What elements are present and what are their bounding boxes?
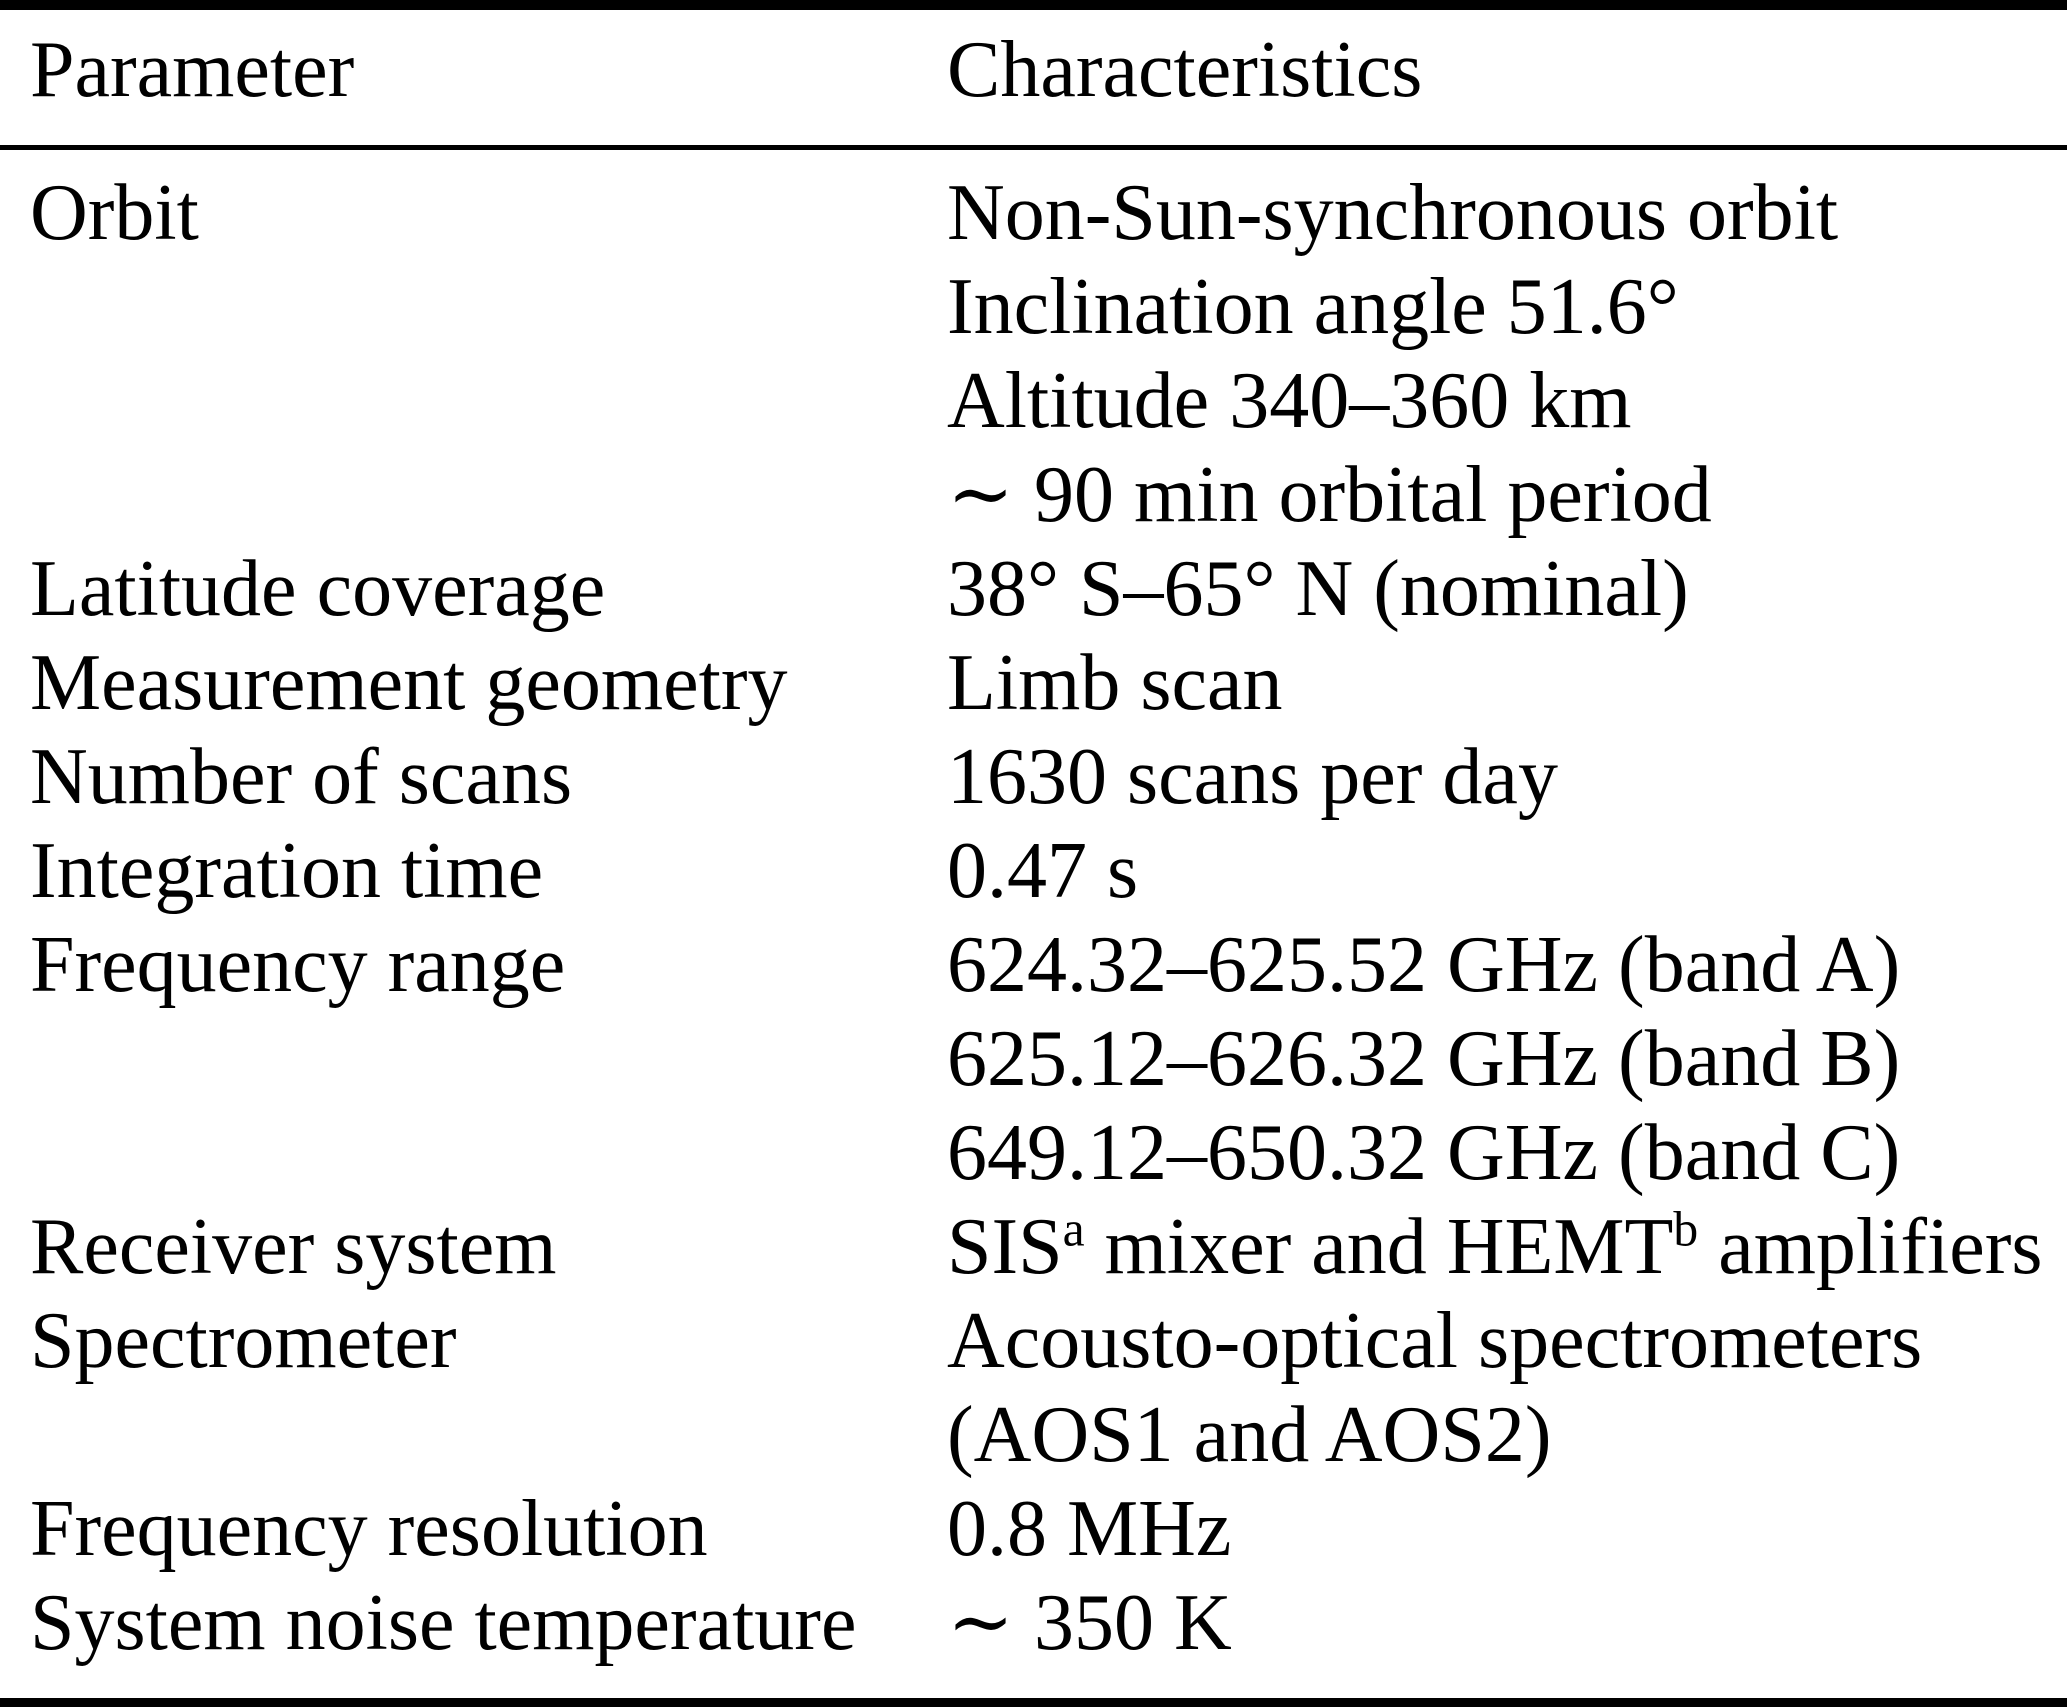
characteristic-line: 0.8 MHz: [947, 1485, 1232, 1573]
table-row: Measurement geometry Limb scan: [0, 636, 2067, 730]
table-row: Latitude coverage 38° S–65° N (nominal): [0, 542, 2067, 636]
parameter-cell: Frequency range: [30, 921, 566, 1009]
table-row: Integration time 0.47 s: [0, 824, 2067, 918]
parameter-cell: System noise temperature: [30, 1579, 857, 1667]
characteristic-line: Non-Sun-synchronous orbit: [947, 169, 1839, 257]
parameter-column-header: Parameter: [0, 5, 947, 150]
table-row: Frequency resolution 0.8 MHz: [0, 1482, 2067, 1576]
characteristic-line: (AOS1 and AOS2): [947, 1391, 1552, 1479]
characteristic-line: Altitude 340–360 km: [947, 357, 1632, 445]
footnote-marker: b: [1673, 1201, 1699, 1257]
characteristics-cell: 624.32–625.52 GHz (band A) 625.12–626.32 …: [947, 918, 2067, 1200]
characteristics-column-header: Characteristics: [947, 5, 2067, 150]
characteristics-cell: 1630 scans per day: [947, 730, 2067, 824]
characteristic-line: Acousto-optical spectrometers: [947, 1297, 1923, 1385]
characteristics-cell: Non-Sun-synchronous orbit Inclination ang…: [947, 148, 2067, 543]
table-row: Spectrometer Acousto-optical spectrometer…: [0, 1294, 2067, 1482]
table-row: Frequency range 624.32–625.52 GHz (band A…: [0, 918, 2067, 1200]
parameter-cell: Spectrometer: [30, 1297, 457, 1385]
characteristic-line: 1630 scans per day: [947, 733, 1558, 821]
characteristics-cell: 0.8 MHz: [947, 1482, 2067, 1576]
characteristics-cell: SISa mixer and HEMTb amplifiers: [947, 1200, 2067, 1294]
characteristic-line: 649.12–650.32 GHz (band C): [947, 1109, 1901, 1197]
table-body: Orbit Non-Sun-synchronous orbit Inclinatio…: [0, 148, 2067, 1703]
characteristic-line: Limb scan: [947, 639, 1283, 727]
parameter-cell: Latitude coverage: [30, 545, 606, 633]
table-header-row: Parameter Characteristics: [0, 5, 2067, 150]
characteristic-line: ∼ 350 K: [947, 1579, 1232, 1667]
characteristics-cell: ∼ 350 K: [947, 1576, 2067, 1703]
footnote-marker: a: [1062, 1201, 1085, 1257]
characteristic-line: SISa mixer and HEMTb amplifiers: [947, 1201, 2043, 1291]
parameter-cell: Integration time: [30, 827, 544, 915]
parameter-cell: Receiver system: [30, 1203, 557, 1291]
characteristic-line: Inclination angle 51.6°: [947, 263, 1679, 351]
parameter-cell: Number of scans: [30, 733, 573, 821]
parameter-cell: Measurement geometry: [30, 639, 788, 727]
characteristic-line: 625.12–626.32 GHz (band B): [947, 1015, 1901, 1103]
table-row: Number of scans 1630 scans per day: [0, 730, 2067, 824]
characteristics-cell: Limb scan: [947, 636, 2067, 730]
table-row: System noise temperature ∼ 350 K: [0, 1576, 2067, 1703]
characteristic-line: ∼ 90 min orbital period: [947, 451, 1712, 539]
characteristics-cell: 38° S–65° N (nominal): [947, 542, 2067, 636]
characteristic-line: 624.32–625.52 GHz (band A): [947, 921, 1901, 1009]
table-row: Orbit Non-Sun-synchronous orbit Inclinatio…: [0, 148, 2067, 543]
table-row: Receiver system SISa mixer and HEMTb ampl…: [0, 1200, 2067, 1294]
characteristic-line: 0.47 s: [947, 827, 1139, 915]
parameter-cell: Orbit: [30, 169, 199, 257]
characteristic-line: 38° S–65° N (nominal): [947, 545, 1689, 633]
parameter-cell: Frequency resolution: [30, 1485, 708, 1573]
characteristics-cell: Acousto-optical spectrometers (AOS1 and A…: [947, 1294, 2067, 1482]
characteristics-cell: 0.47 s: [947, 824, 2067, 918]
